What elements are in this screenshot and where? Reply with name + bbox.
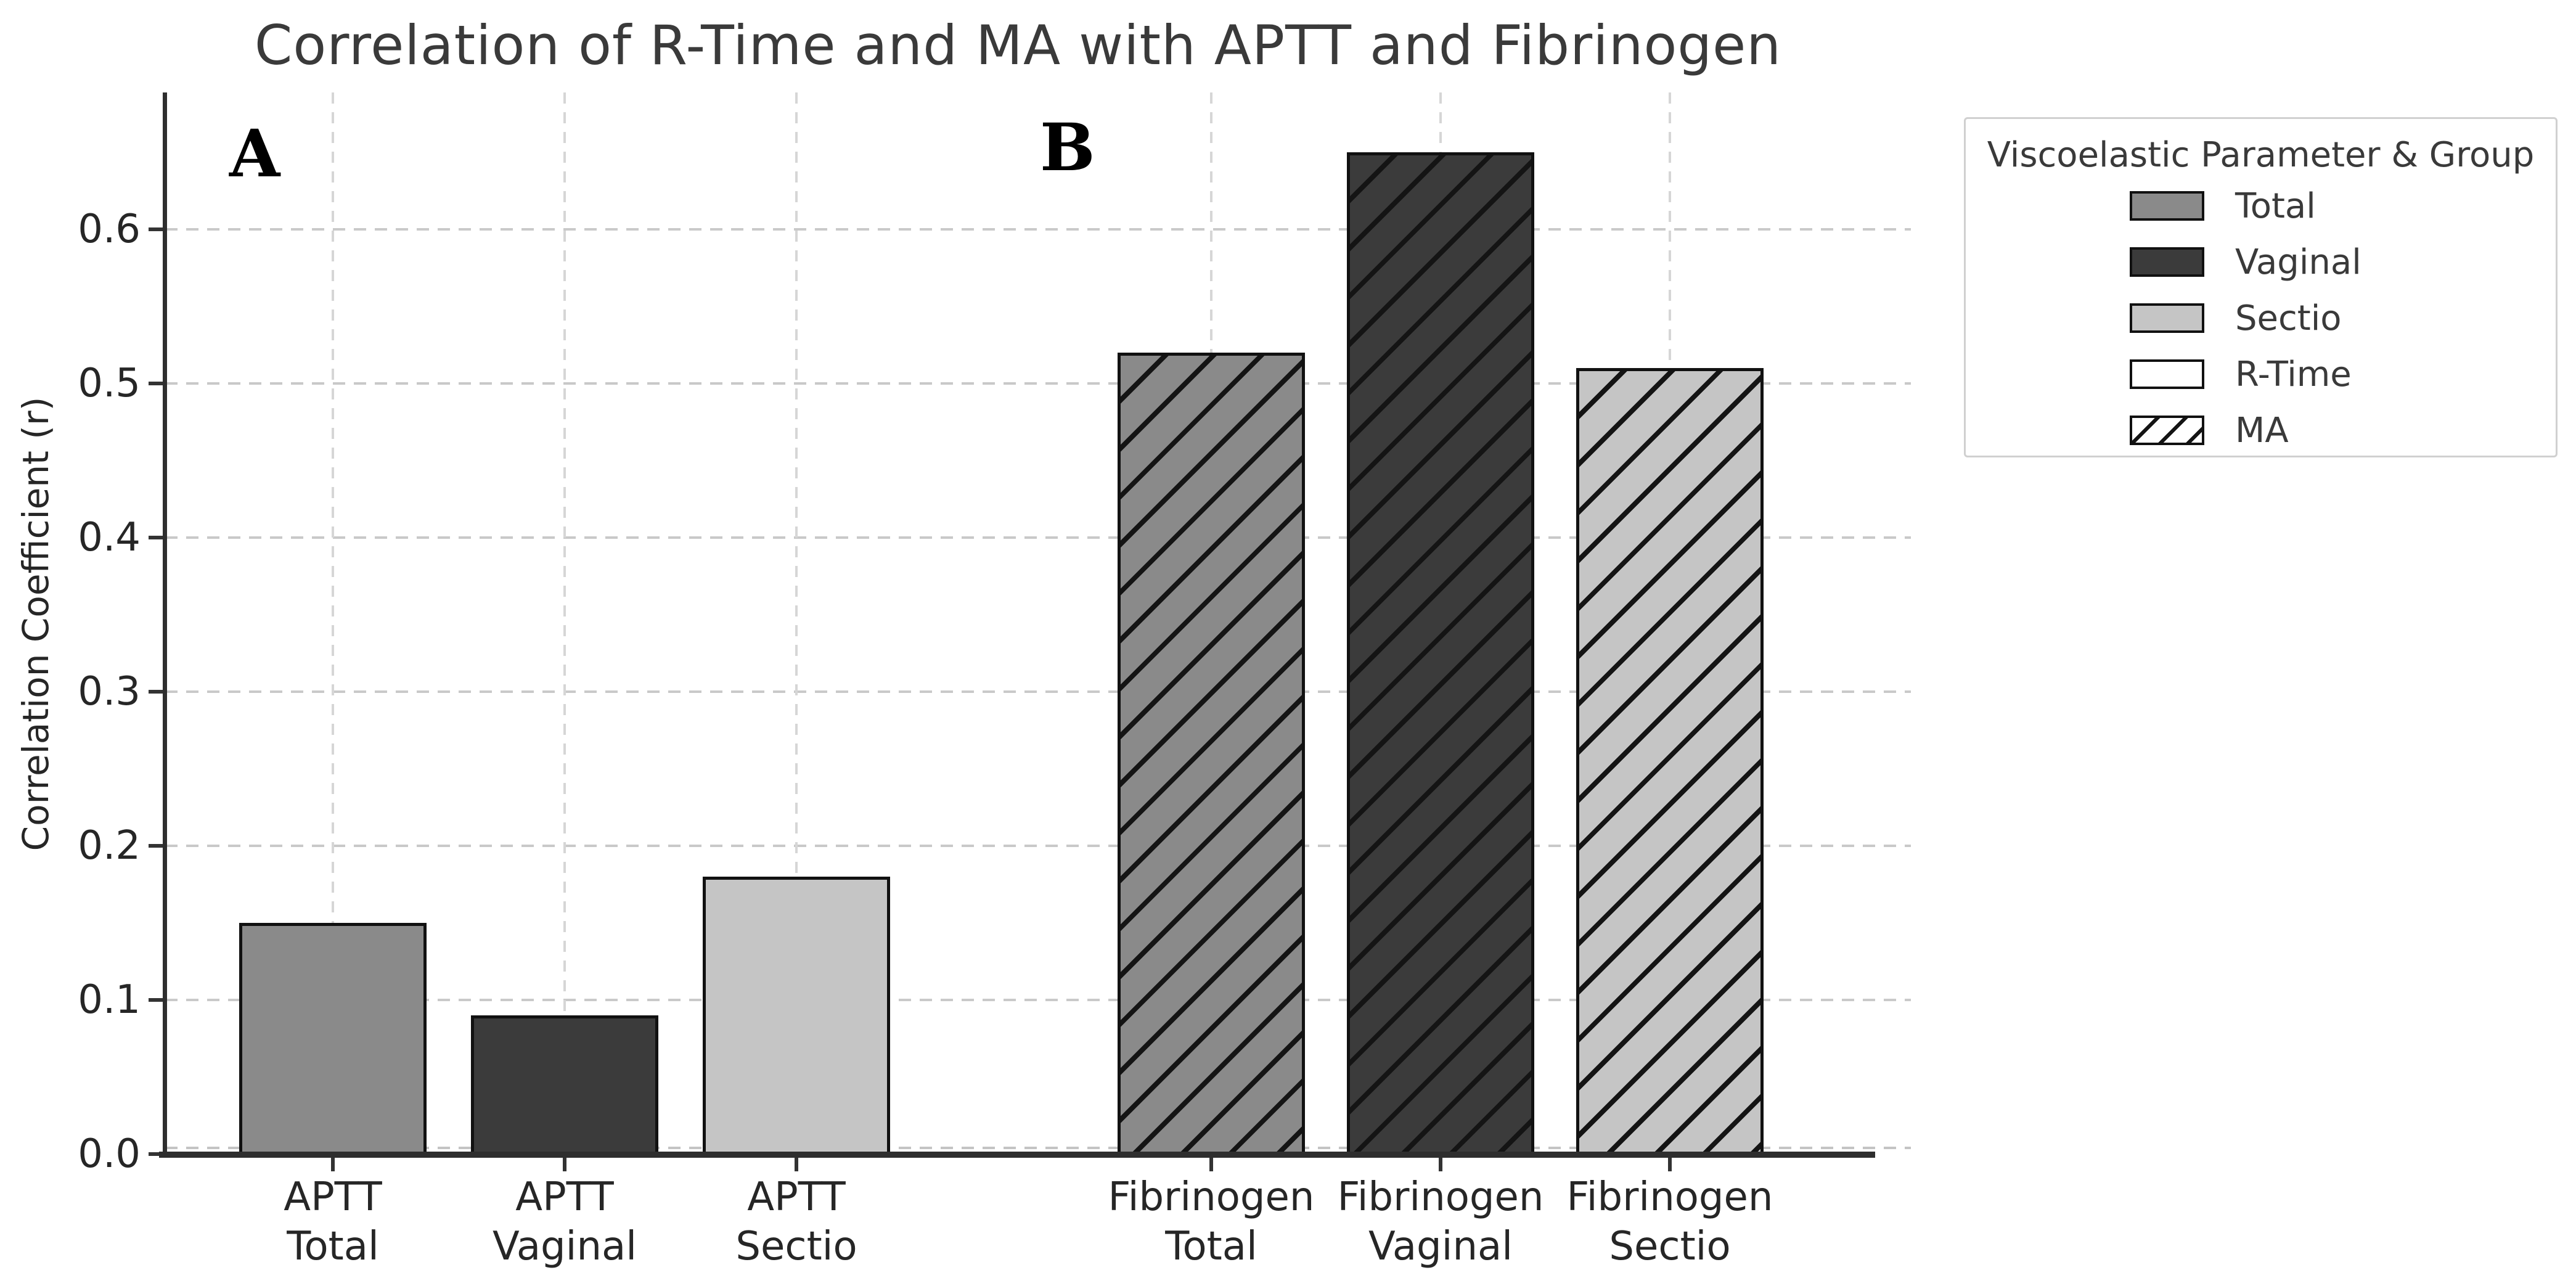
y-tick-mark [149, 227, 163, 231]
legend-item-sectio: Sectio [1966, 298, 2556, 338]
legend-item-vaginal: Vaginal [1966, 242, 2556, 282]
y-tick-label: 0.5 [78, 361, 141, 406]
x-tick-label-line2: Sectio [1609, 1224, 1731, 1269]
legend-items: Total Vaginal Sectio R-Time MA [1966, 186, 2556, 451]
gridline-vertical [795, 92, 798, 1154]
legend-swatch-total-icon [2130, 191, 2204, 221]
legend-item-label: R-Time [2235, 354, 2352, 395]
y-tick-label: 0.1 [78, 977, 141, 1023]
legend-item-label: MA [2235, 410, 2289, 451]
gridline-horizontal [165, 536, 1911, 539]
x-tick-mark [1439, 1158, 1442, 1171]
legend-swatch-vaginal-icon [2130, 247, 2204, 277]
gridline-vertical [563, 92, 566, 1154]
x-tick-label: APTT Vaginal [429, 1173, 700, 1271]
y-tick-label: 0.3 [78, 669, 141, 715]
x-tick-label-line1: APTT [747, 1174, 846, 1220]
legend-item-ma: MA [1966, 411, 2556, 451]
chart-title: Correlation of R-Time and MA with APTT a… [254, 14, 1782, 77]
x-tick-label-line2: Total [1165, 1224, 1257, 1269]
x-tick-label-line1: APTT [515, 1174, 614, 1220]
x-tick-label-line2: Vaginal [493, 1224, 637, 1269]
legend-title: Viscoelastic Parameter & Group [1987, 135, 2535, 175]
bar-fibrinogen-vaginal [1347, 152, 1534, 1157]
y-tick-label: 0.0 [78, 1131, 141, 1177]
y-tick-label: 0.4 [78, 515, 141, 560]
gridline-horizontal [165, 999, 1911, 1001]
legend-swatch-ma-icon [2130, 416, 2204, 445]
y-tick-mark [149, 844, 163, 848]
x-tick-label-line1: Fibrinogen [1108, 1174, 1315, 1220]
y-tick-mark [149, 382, 163, 385]
legend-item-label: Total [2235, 186, 2316, 226]
legend-item-label: Sectio [2235, 298, 2342, 338]
x-tick-label-line1: APTT [284, 1174, 382, 1220]
y-tick-mark [149, 536, 163, 539]
legend-item-total: Total [1966, 186, 2556, 226]
gridline-vertical [332, 92, 334, 1154]
x-tick-mark [795, 1158, 798, 1171]
x-tick-label-line2: Vaginal [1368, 1224, 1513, 1269]
x-tick-label: Fibrinogen Vaginal [1305, 1173, 1576, 1271]
x-axis-spine [159, 1152, 1875, 1158]
x-tick-label: Fibrinogen Sectio [1534, 1173, 1805, 1271]
x-tick-label-line1: Fibrinogen [1566, 1174, 1773, 1220]
x-tick-mark [1209, 1158, 1213, 1171]
x-tick-mark [1668, 1158, 1672, 1171]
x-tick-label: APTT Sectio [661, 1173, 932, 1271]
gridline-horizontal [165, 845, 1911, 847]
x-tick-label-line1: Fibrinogen [1337, 1174, 1544, 1220]
bar-fibrinogen-total [1118, 353, 1305, 1157]
y-tick-label: 0.6 [78, 207, 141, 252]
x-tick-label: Fibrinogen Total [1076, 1173, 1347, 1271]
y-tick-label: 0.2 [78, 823, 141, 869]
x-tick-label: APTT Total [197, 1173, 468, 1271]
gridline-horizontal-zero [165, 1147, 1911, 1149]
x-tick-label-line2: Total [287, 1224, 379, 1269]
bar-aptt-total [239, 923, 427, 1157]
bar-aptt-vaginal [471, 1015, 658, 1157]
gridline-horizontal [165, 228, 1911, 231]
legend-swatch-sectio-icon [2130, 303, 2204, 333]
y-axis-spine [163, 92, 167, 1157]
gridline-horizontal [165, 690, 1911, 693]
x-tick-label-line2: Sectio [735, 1224, 857, 1269]
panel-label-b: B [1040, 109, 1095, 186]
y-tick-mark [149, 690, 163, 694]
x-tick-mark [331, 1158, 335, 1171]
bar-fibrinogen-sectio [1576, 368, 1764, 1157]
y-tick-mark [149, 1152, 163, 1156]
legend: Viscoelastic Parameter & Group Total Vagi… [1964, 117, 2558, 457]
legend-item-r-time: R-Time [1966, 354, 2556, 395]
y-tick-mark [149, 998, 163, 1002]
x-tick-mark [563, 1158, 566, 1171]
bar-aptt-sectio [703, 877, 890, 1157]
panel-label-a: A [229, 115, 280, 192]
gridline-horizontal [165, 382, 1911, 385]
legend-swatch-rtime-icon [2130, 359, 2204, 389]
legend-item-label: Vaginal [2235, 242, 2361, 282]
